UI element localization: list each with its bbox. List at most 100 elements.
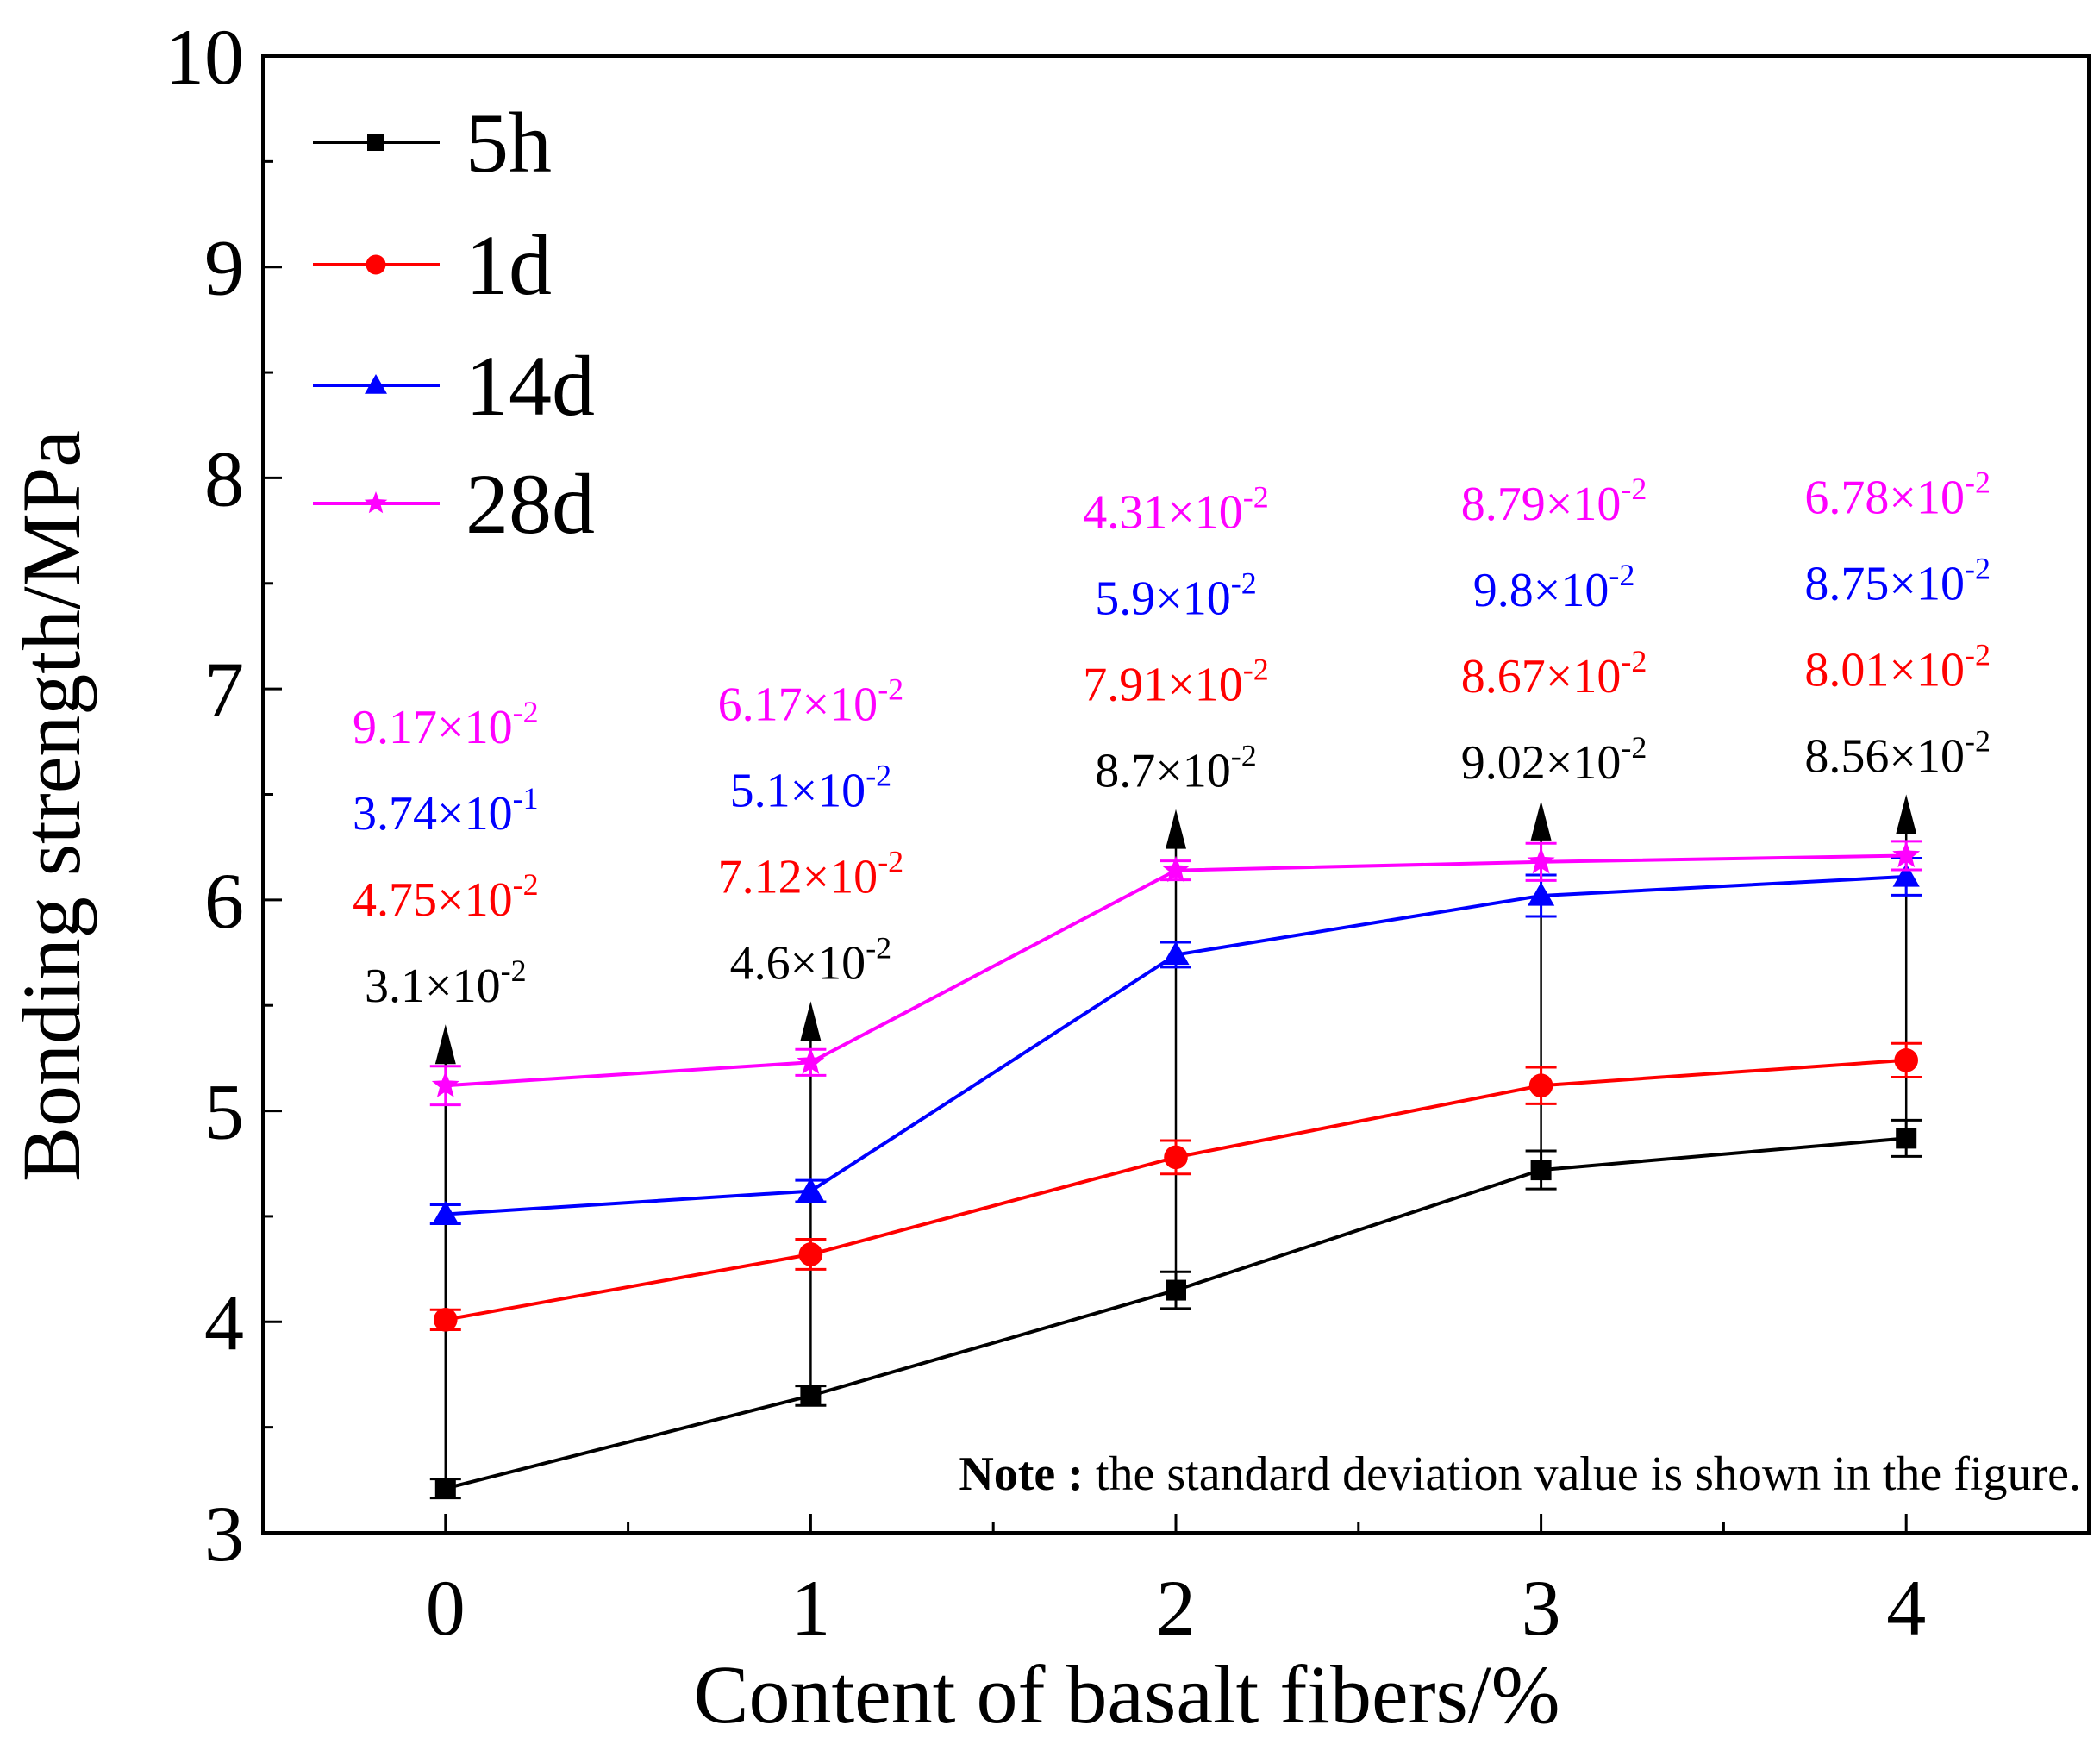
sd-exponent: -2 <box>1231 739 1257 773</box>
x-tick-label: 4 <box>1886 1564 1926 1652</box>
data-point <box>1892 841 1921 868</box>
sd-exponent: -2 <box>1965 466 1991 500</box>
sd-label-28d: 6.17×10-2 <box>718 672 904 731</box>
sd-exponent: -2 <box>1621 472 1647 506</box>
data-point <box>1528 1073 1553 1098</box>
axis-ticks <box>261 54 2091 1535</box>
arrow-head <box>1166 809 1186 849</box>
sd-exponent: -2 <box>878 672 903 706</box>
y-tick-label: 6 <box>204 857 244 945</box>
y-tick-label: 7 <box>204 646 244 734</box>
axis-tick-labels: 3 4 5 6 7 8 9 10 0 1 2 3 4 <box>165 13 1926 1652</box>
sd-mantissa: 8.79×10 <box>1461 478 1622 531</box>
legend-marker <box>366 254 386 275</box>
note-text: the standard deviation value is shown in… <box>1084 1447 2081 1501</box>
y-tick-label: 5 <box>204 1068 244 1156</box>
sd-label-5h: 3.1×10-2 <box>365 953 527 1013</box>
sd-mantissa: 9.02×10 <box>1461 736 1622 790</box>
legend-label: 14d <box>466 338 595 434</box>
sd-exponent: -2 <box>1243 653 1269 687</box>
sd-mantissa: 7.91×10 <box>1083 659 1243 712</box>
arrow-head <box>800 1001 822 1041</box>
std-dev-labels: 3.1×10-24.75×10-23.74×10-19.17×10-24.6×1… <box>353 466 1991 1014</box>
sd-mantissa: 4.31×10 <box>1083 486 1243 540</box>
sd-exponent: -2 <box>1965 552 1991 586</box>
sd-exponent: -2 <box>878 844 903 878</box>
sd-exponent: -2 <box>1965 638 1991 672</box>
data-point <box>432 1200 459 1225</box>
x-tick-label: 1 <box>791 1564 830 1652</box>
sd-label-1d: 8.01×10-2 <box>1804 638 1991 697</box>
sd-exponent: -2 <box>866 930 891 965</box>
sd-label-14d: 8.75×10-2 <box>1804 552 1991 611</box>
sd-label-1d: 8.67×10-2 <box>1461 644 1647 703</box>
sd-mantissa: 5.9×10 <box>1095 572 1231 626</box>
data-point <box>431 1071 459 1097</box>
x-tick-label: 3 <box>1522 1564 1561 1652</box>
legend-marker <box>364 491 388 514</box>
sd-mantissa: 6.17×10 <box>718 678 878 731</box>
data-point <box>1162 941 1190 966</box>
sd-mantissa: 4.6×10 <box>730 936 866 990</box>
series-28d <box>429 840 1922 1107</box>
series-5h <box>429 1118 1922 1500</box>
series-1d <box>429 1041 1922 1332</box>
data-point <box>1527 847 1555 874</box>
x-tick-label: 2 <box>1156 1564 1196 1652</box>
sd-mantissa: 8.67×10 <box>1461 650 1622 703</box>
y-tick-label: 8 <box>204 434 244 522</box>
sd-label-28d: 6.78×10-2 <box>1804 466 1991 525</box>
legend: 5h 1d 14d 28d <box>313 95 595 552</box>
sd-label-5h: 8.7×10-2 <box>1095 739 1257 798</box>
sd-exponent: -2 <box>1621 730 1647 765</box>
data-point <box>800 1385 822 1406</box>
sd-label-28d: 8.79×10-2 <box>1461 472 1647 531</box>
sd-mantissa: 8.01×10 <box>1804 644 1965 697</box>
sd-label-1d: 7.12×10-2 <box>718 844 904 903</box>
sd-mantissa: 9.17×10 <box>353 701 513 754</box>
data-point <box>1166 1279 1186 1301</box>
sd-label-28d: 9.17×10-2 <box>353 695 539 754</box>
y-tick-label: 9 <box>204 224 244 312</box>
sd-mantissa: 4.75×10 <box>353 873 513 927</box>
arrow-head <box>434 1024 456 1065</box>
note-label: Note : <box>959 1447 1084 1501</box>
series-14d <box>429 857 1922 1225</box>
sd-mantissa: 6.78×10 <box>1804 472 1965 525</box>
y-tick-label: 3 <box>204 1490 244 1578</box>
y-tick-label: 4 <box>204 1278 244 1366</box>
sd-mantissa: 7.12×10 <box>718 850 878 903</box>
sd-exponent: -2 <box>1243 480 1269 515</box>
sd-label-5h: 9.02×10-2 <box>1461 730 1647 790</box>
sd-exponent: -2 <box>1621 644 1647 678</box>
legend-item-1d: 1d <box>313 217 552 313</box>
sd-label-5h: 8.56×10-2 <box>1804 724 1991 784</box>
sd-mantissa: 8.56×10 <box>1804 730 1965 784</box>
data-point <box>1164 1145 1188 1170</box>
x-tick-label: 0 <box>426 1564 466 1652</box>
sd-exponent: -2 <box>513 867 539 902</box>
sd-mantissa: 3.1×10 <box>365 960 501 1013</box>
sd-label-5h: 4.6×10-2 <box>730 930 892 990</box>
legend-label: 1d <box>466 217 552 313</box>
data-point <box>1896 1128 1917 1149</box>
data-point <box>1530 1160 1552 1181</box>
y-tick-label: 10 <box>165 13 244 101</box>
series-layer <box>429 840 1922 1500</box>
sd-exponent: -2 <box>866 758 891 792</box>
sd-mantissa: 5.1×10 <box>730 764 866 817</box>
data-point <box>798 1242 823 1266</box>
data-point <box>797 1177 824 1202</box>
sd-label-1d: 4.75×10-2 <box>353 867 539 927</box>
legend-marker <box>367 134 384 151</box>
legend-item-28d: 28d <box>313 456 595 552</box>
arrow-head <box>1530 800 1552 841</box>
data-point <box>1894 1048 1918 1072</box>
sd-mantissa: 3.74×10 <box>353 787 513 841</box>
sd-label-14d: 5.1×10-2 <box>730 758 892 817</box>
sd-exponent: -2 <box>501 953 527 988</box>
sd-mantissa: 9.8×10 <box>1473 564 1609 617</box>
legend-label: 28d <box>466 456 595 552</box>
sd-exponent: -2 <box>1609 558 1634 592</box>
